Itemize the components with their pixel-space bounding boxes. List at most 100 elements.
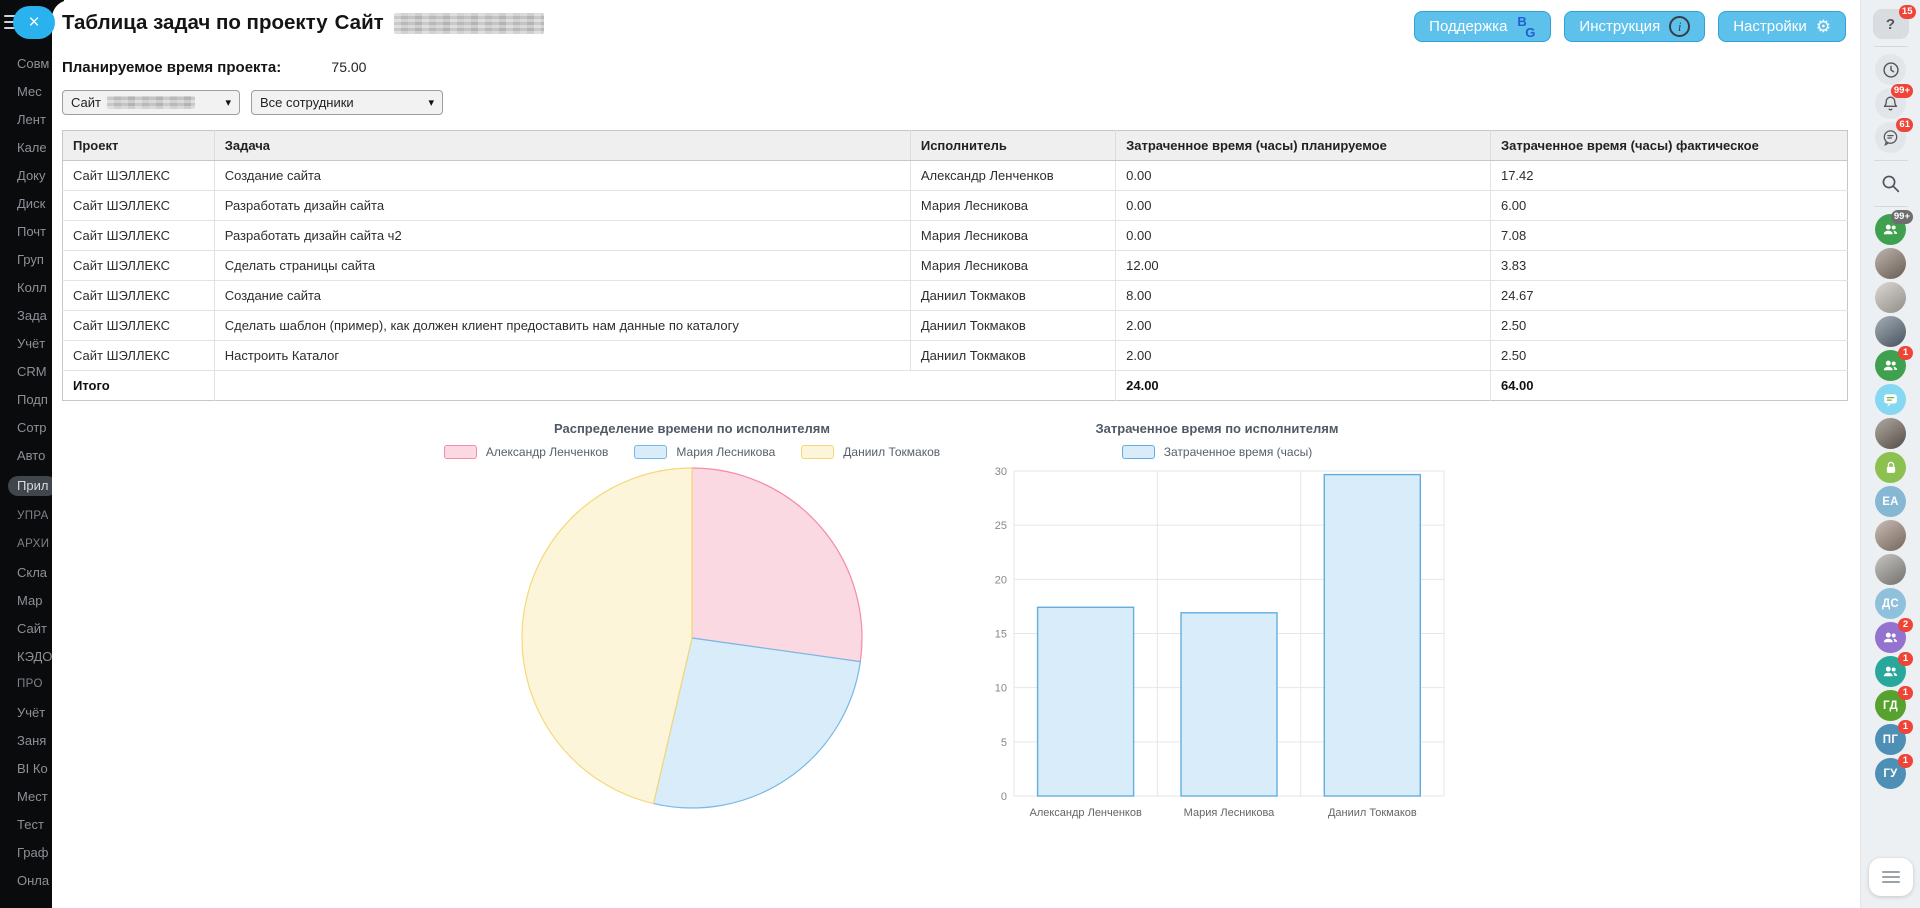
recent-list-button[interactable] — [1868, 858, 1913, 896]
chat-lines-icon — [1881, 128, 1900, 147]
time-button[interactable] — [1875, 54, 1906, 85]
sidebar-item[interactable]: Учёт — [17, 336, 46, 351]
chat-group-item[interactable]: 1 — [1875, 346, 1913, 381]
chat-avatar-item[interactable] — [1875, 520, 1906, 551]
chat-bubble-icon — [1881, 390, 1900, 409]
table-cell: Создание сайта — [214, 280, 911, 311]
chat-initials-item[interactable]: ЕА — [1875, 486, 1906, 517]
sidebar-item[interactable]: Сотр — [17, 420, 47, 435]
sidebar-item[interactable]: Колл — [17, 280, 47, 295]
legend-label: Александр Ленченков — [485, 445, 609, 459]
sidebar-item[interactable]: ПРО — [17, 678, 43, 690]
sidebar-item[interactable]: Доку — [17, 168, 46, 183]
sidebar-item[interactable]: Кале — [17, 140, 47, 155]
chat-group-item[interactable]: 99+ — [1875, 210, 1913, 245]
messages-button[interactable]: 61 — [1875, 118, 1913, 153]
sidebar-item[interactable]: Груп — [17, 252, 44, 267]
close-button[interactable]: × — [13, 6, 55, 39]
notification-badge: 15 — [1898, 5, 1916, 19]
chat-initials-item[interactable]: ДС — [1875, 588, 1906, 619]
table-cell: 24.67 — [1490, 280, 1848, 311]
legend-swatch — [801, 445, 835, 459]
pie-slice — [691, 467, 863, 663]
chat-group-item[interactable]: 2 — [1875, 618, 1913, 653]
settings-button[interactable]: Настройки ⚙ — [1718, 11, 1846, 42]
sidebar-item[interactable]: Совм — [17, 56, 50, 71]
search-button[interactable] — [1875, 168, 1906, 199]
help-button[interactable]: ? 15 — [1872, 5, 1916, 39]
sidebar-item[interactable]: Зада — [17, 308, 47, 323]
instruction-button[interactable]: Инструкция i — [1564, 11, 1706, 42]
table-cell: 3.83 — [1490, 250, 1848, 281]
table-cell: 6.00 — [1490, 190, 1848, 221]
chat-avatar-item[interactable] — [1875, 418, 1906, 449]
chevron-down-icon: ▾ — [225, 97, 231, 109]
table-cell: Сайт ШЭЛЛЕКС — [62, 190, 215, 221]
planned-time-value: 75.00 — [331, 59, 367, 75]
initials-label: ГУ — [1883, 767, 1898, 780]
sidebar-item[interactable]: Мест — [17, 789, 48, 804]
sidebar-item[interactable]: КЭДО — [17, 649, 53, 664]
people-icon — [1881, 628, 1900, 647]
charts-section: Распределение времени по исполнителям Ал… — [52, 413, 1860, 853]
sidebar-item[interactable]: Мес — [17, 84, 42, 99]
info-icon: i — [1669, 16, 1691, 37]
sidebar-item[interactable]: Скла — [17, 565, 48, 580]
support-button[interactable]: Поддержка B G — [1414, 11, 1552, 42]
chat-avatar-item[interactable] — [1875, 282, 1906, 313]
list-icon — [1881, 871, 1900, 873]
sidebar-item[interactable]: CRM — [17, 364, 47, 379]
sidebar-item[interactable]: Сайт — [17, 621, 47, 636]
project-filter-select[interactable]: Сайт ▾ — [62, 90, 240, 115]
sidebar-item[interactable]: АРХИ — [17, 538, 50, 550]
sidebar-item[interactable]: Диск — [17, 196, 46, 211]
initials-label: ДС — [1881, 597, 1900, 610]
sidebar-item[interactable]: УПРА — [17, 510, 49, 522]
table-row: Сайт ШЭЛЛЕКС Разработать дизайн сайта ч2 М… — [62, 220, 1848, 251]
chat-initials-item[interactable]: ПГ 1 — [1875, 720, 1913, 755]
bar-chart-svg: 0 5 10 15 20 25 30 Александр Ленченков Мария Лес… — [995, 466, 1445, 819]
chat-avatar-item[interactable] — [1875, 554, 1906, 585]
table-row: Сайт ШЭЛЛЕКС Создание сайта Александр Ленч… — [62, 160, 1848, 191]
sidebar-item[interactable]: BI Ко — [17, 761, 48, 776]
notification-badge: 61 — [1896, 118, 1913, 132]
employee-filter-select[interactable]: Все сотрудники ▾ — [251, 90, 443, 115]
chat-group-item[interactable]: 1 — [1875, 652, 1913, 687]
table-cell: Сайт ШЭЛЛЕКС — [62, 310, 215, 341]
private-chat-item[interactable] — [1875, 452, 1906, 483]
notification-badge: 99+ — [1890, 210, 1913, 224]
button-label: Поддержка — [1429, 18, 1508, 35]
page-title-project: Сайт — [334, 11, 384, 34]
svg-text:25: 25 — [995, 520, 1007, 532]
initials-label: ПГ — [1882, 733, 1899, 746]
chat-initials-item[interactable]: ГУ 1 — [1875, 754, 1913, 789]
column-header: Затраченное время (часы) фактическое — [1490, 130, 1848, 161]
chat-bot-item[interactable] — [1875, 384, 1906, 415]
sidebar-item[interactable]: Прил — [8, 476, 58, 496]
svg-text:0: 0 — [1001, 791, 1007, 803]
notification-badge: 1 — [1898, 686, 1913, 700]
sidebar-item[interactable]: Учёт — [17, 705, 46, 720]
notification-badge: 1 — [1898, 652, 1913, 666]
page-title: Таблица задач по проекту Сайт — [62, 11, 544, 35]
legend-item: Затраченное время (часы) — [1121, 445, 1312, 459]
chat-initials-item[interactable]: ГД 1 — [1875, 686, 1913, 721]
sidebar-item[interactable]: Онла — [17, 873, 50, 888]
sidebar-item[interactable]: Граф — [17, 845, 49, 860]
sidebar-item[interactable]: Авто — [17, 448, 46, 463]
menu-hamburger-icon[interactable] — [4, 15, 21, 29]
sidebar-item[interactable]: Заня — [17, 733, 47, 748]
chat-avatar-item[interactable] — [1875, 316, 1906, 347]
pie-slice — [652, 637, 862, 809]
table-cell: 17.42 — [1490, 160, 1848, 191]
sidebar-item[interactable]: Лент — [17, 112, 46, 127]
sidebar-item[interactable]: Мар — [17, 593, 43, 608]
sidebar-item[interactable]: Подп — [17, 392, 48, 407]
chat-avatar-item[interactable] — [1875, 248, 1906, 279]
pie-chart-legend: Александр Ленченков Мария Лесникова Даниил… — [297, 445, 1087, 459]
sidebar-item[interactable]: Почт — [17, 224, 47, 239]
sidebar-item[interactable]: Тест — [17, 817, 44, 832]
column-header: Затраченное время (часы) планируемое — [1115, 130, 1491, 161]
notifications-button[interactable]: 99+ — [1875, 84, 1913, 119]
